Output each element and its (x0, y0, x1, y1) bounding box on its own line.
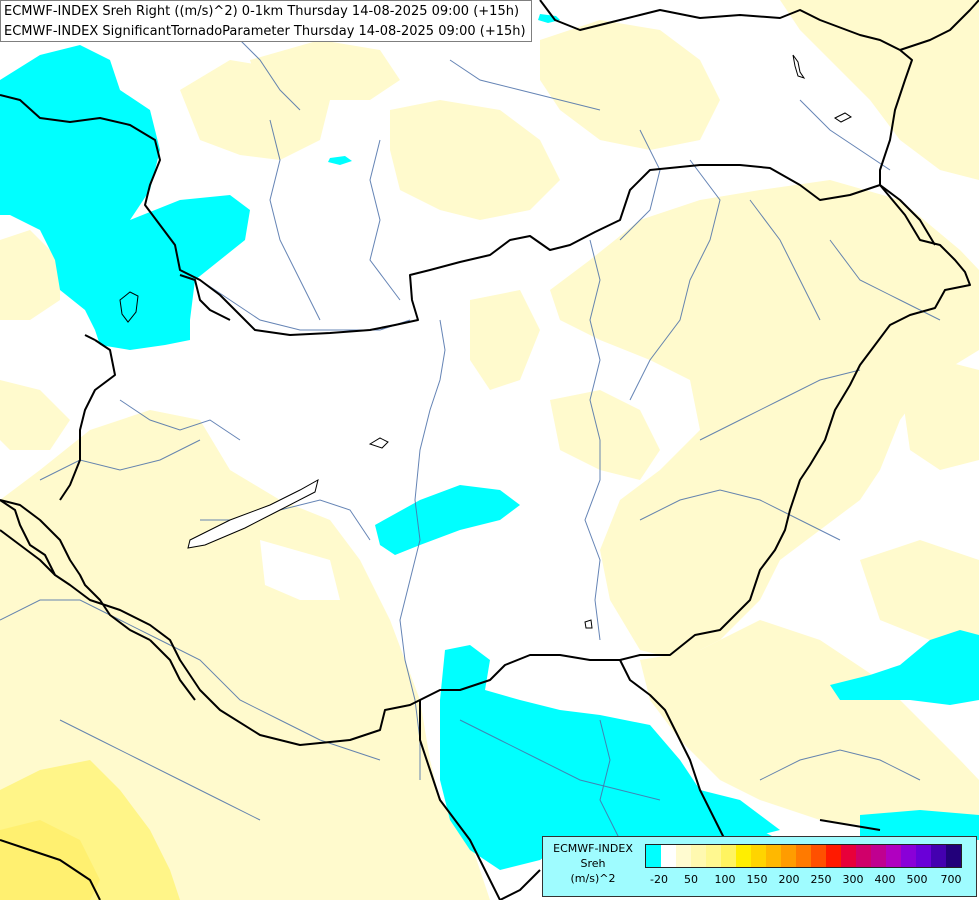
title-line-2: ECMWF-INDEX SignificantTornadoParameter … (4, 24, 526, 39)
legend-tick-label: 100 (714, 873, 736, 886)
legend-swatch (916, 845, 931, 867)
legend-header: ECMWF-INDEX Sreh (m/s)^2 (543, 841, 643, 886)
legend-swatch (751, 845, 766, 867)
color-legend: ECMWF-INDEX Sreh (m/s)^2 -20 50 100 150 200 2… (542, 836, 977, 897)
legend-swatch (886, 845, 901, 867)
legend-swatch (691, 845, 706, 867)
legend-swatch (871, 845, 886, 867)
legend-swatch (856, 845, 871, 867)
legend-title: ECMWF-INDEX (553, 842, 633, 855)
legend-units: (m/s)^2 (570, 872, 616, 885)
legend-swatch (706, 845, 721, 867)
legend-swatch (676, 845, 691, 867)
legend-swatch (721, 845, 736, 867)
legend-tick-label: 250 (810, 873, 832, 886)
map-title: ECMWF-INDEX Sreh Right ((m/s)^2) 0-1km T… (0, 0, 532, 42)
legend-tick-label: 200 (778, 873, 800, 886)
legend-swatch (811, 845, 826, 867)
sreh-field-yellow (0, 760, 180, 900)
legend-tick-label: 300 (842, 873, 864, 886)
legend-swatch (646, 845, 661, 867)
legend-tick-label: 400 (874, 873, 896, 886)
legend-tick-label: 50 (684, 873, 698, 886)
legend-tick-labels: -20 50 100 150 200 250 300 400 500 700 (639, 873, 969, 887)
rivers (0, 29, 941, 841)
border-lake (119, 291, 139, 323)
legend-swatch (661, 845, 676, 867)
legend-variable: Sreh (580, 857, 606, 870)
legend-swatch (736, 845, 751, 867)
legend-tick-label: 700 (940, 873, 962, 886)
legend-tick-label: -20 (650, 873, 668, 886)
legend-swatch (781, 845, 796, 867)
legend-color-bar (645, 844, 962, 868)
legend-swatch (841, 845, 856, 867)
legend-tick-label: 150 (746, 873, 768, 886)
legend-swatch (931, 845, 946, 867)
legend-swatch (826, 845, 841, 867)
legend-swatch (946, 845, 961, 867)
title-line-1: ECMWF-INDEX Sreh Right ((m/s)^2) 0-1km T… (4, 4, 520, 19)
legend-swatch (796, 845, 811, 867)
legend-tick-label: 500 (906, 873, 928, 886)
lakes (187, 54, 852, 629)
legend-swatch (901, 845, 916, 867)
legend-swatch (766, 845, 781, 867)
